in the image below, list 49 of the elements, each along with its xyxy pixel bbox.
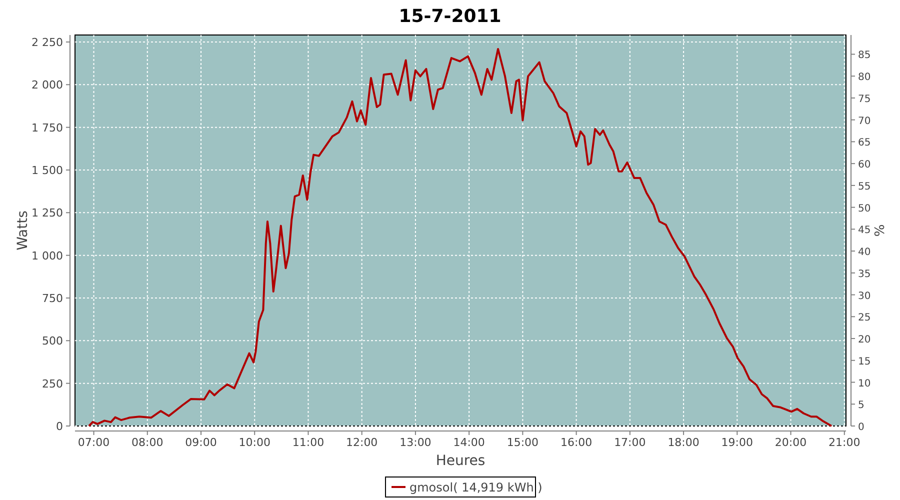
- y2-tick-label: 30: [858, 290, 871, 302]
- y-tick-label: 750: [42, 292, 63, 305]
- x-tick-label: 18:00: [668, 436, 700, 449]
- y-tick-label: 1 750: [32, 121, 63, 134]
- y2-tick-label: 50: [858, 203, 871, 214]
- y-tick-label: 500: [42, 334, 63, 348]
- x-tick-label: 10:00: [238, 436, 270, 449]
- x-tick-label: 15:00: [506, 436, 539, 449]
- x-tick-label: 19:00: [721, 436, 754, 449]
- x-tick-label: 07:00: [78, 436, 110, 449]
- y-tick-label: 1 000: [32, 249, 63, 262]
- legend-label: gmosol( 14,919 kWh ): [410, 480, 542, 494]
- y-tick-label: 1 500: [32, 164, 63, 177]
- x-tick-label: 11:00: [292, 436, 324, 449]
- y2-tick-label: 75: [858, 94, 871, 105]
- x-tick-label: 12:00: [346, 436, 378, 449]
- x-tick-label: 14:00: [453, 436, 485, 449]
- x-tick-label: 21:00: [828, 436, 860, 449]
- x-tick-label: 13:00: [400, 436, 432, 449]
- y2-tick-label: 80: [858, 72, 871, 84]
- y-tick-label: 1 250: [32, 206, 63, 220]
- y-tick-label: 0: [56, 420, 63, 433]
- y2-tick-label: 85: [858, 50, 871, 62]
- y2-tick-label: 10: [858, 378, 871, 390]
- y2-tick-label: 35: [858, 268, 871, 280]
- y2-tick-label: 25: [858, 312, 871, 324]
- line-series: [88, 48, 833, 427]
- y2-tick-label: 5: [858, 400, 864, 412]
- y2-tick-label: 20: [858, 334, 871, 346]
- y2-tick-label: 40: [858, 247, 871, 258]
- x-axis-title: Heures: [436, 453, 486, 469]
- y2-tick-label: 70: [858, 116, 871, 127]
- y2-tick-label: 55: [858, 181, 871, 192]
- y2-tick-label: 45: [858, 225, 871, 236]
- x-tick-label: 17:00: [614, 436, 646, 449]
- chart-title: 15-7-2011: [398, 6, 502, 27]
- y2-tick-label: 60: [858, 160, 871, 171]
- x-tick-label: 08:00: [132, 436, 164, 449]
- x-tick-label: 16:00: [560, 436, 592, 449]
- y2-tick-label: 65: [858, 138, 871, 149]
- x-tick-label: 20:00: [774, 436, 807, 449]
- y2-tick-label: 0: [858, 422, 864, 433]
- y-tick-label: 250: [42, 377, 63, 390]
- y-tick-label: 2 250: [32, 36, 63, 49]
- y2-axis-title: %: [873, 224, 888, 237]
- y-tick-label: 2 000: [32, 78, 63, 92]
- x-tick-label: 09:00: [185, 436, 217, 449]
- y2-tick-label: 15: [858, 356, 871, 368]
- y-axis-title: Watts: [15, 210, 31, 250]
